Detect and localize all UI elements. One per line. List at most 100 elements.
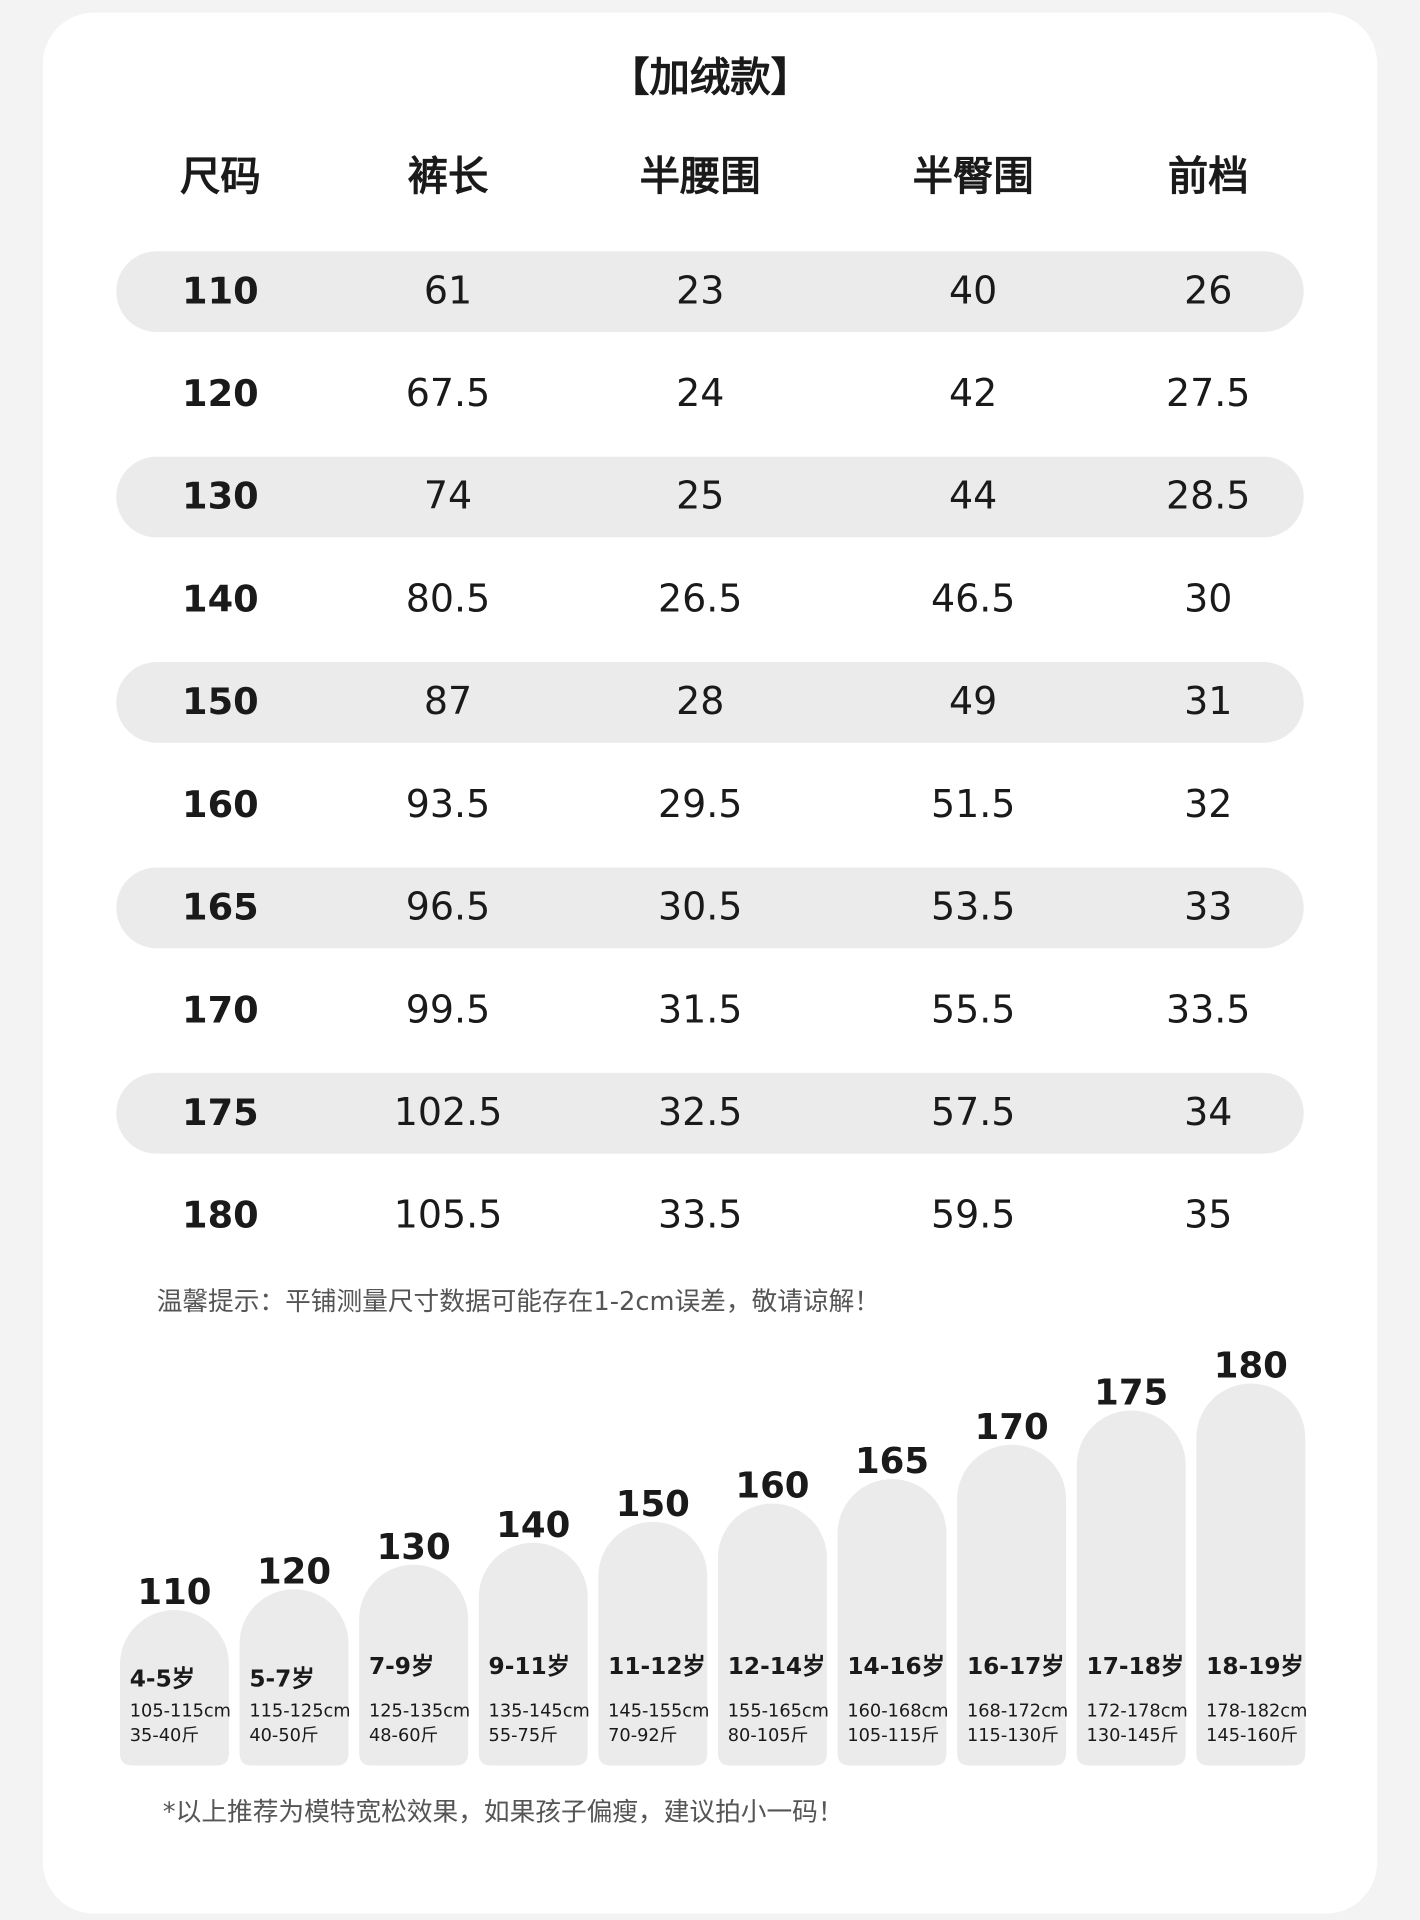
size-cell: 175 bbox=[182, 1091, 259, 1134]
value-cell: 28 bbox=[676, 679, 724, 723]
column-header: 半腰围 bbox=[640, 153, 761, 200]
footer-note: *以上推荐为模特宽松效果，如果孩子偏瘦，建议拍小一码！ bbox=[163, 1798, 844, 1828]
tile-weight: 80-105斤 bbox=[728, 1725, 809, 1746]
value-cell: 28.5 bbox=[1166, 474, 1250, 518]
size-cell: 140 bbox=[182, 577, 259, 620]
value-cell: 30 bbox=[1184, 576, 1232, 620]
tile-age: 17-18岁 bbox=[1087, 1653, 1185, 1680]
column-header: 裤长 bbox=[408, 153, 489, 200]
tile-size: 110 bbox=[137, 1572, 211, 1613]
value-cell: 24 bbox=[676, 371, 724, 415]
tile-weight: 55-75斤 bbox=[489, 1725, 558, 1746]
value-cell: 29.5 bbox=[658, 782, 742, 826]
size-tile bbox=[478, 1542, 588, 1766]
size-tile bbox=[598, 1521, 708, 1766]
value-cell: 87 bbox=[424, 679, 472, 723]
size-tile bbox=[837, 1479, 947, 1766]
row-stripe bbox=[116, 456, 1304, 538]
tile-height: 155-165cm bbox=[728, 1702, 829, 1722]
tile-weight: 115-130斤 bbox=[967, 1725, 1059, 1746]
size-tile bbox=[239, 1589, 349, 1766]
row-stripe bbox=[116, 251, 1304, 333]
value-cell: 55.5 bbox=[931, 987, 1015, 1031]
tile-height: 105-115cm bbox=[130, 1702, 231, 1722]
size-cell: 110 bbox=[182, 269, 259, 312]
tile-age: 4-5岁 bbox=[130, 1665, 195, 1692]
size-tile bbox=[119, 1610, 229, 1766]
tile-age: 18-19岁 bbox=[1206, 1653, 1304, 1680]
size-cell: 130 bbox=[182, 475, 259, 518]
tile-size: 165 bbox=[855, 1441, 929, 1482]
tile-age: 11-12岁 bbox=[608, 1653, 706, 1680]
value-cell: 80.5 bbox=[406, 576, 490, 620]
value-cell: 34 bbox=[1184, 1090, 1232, 1134]
tile-age: 12-14岁 bbox=[728, 1653, 826, 1680]
value-cell: 35 bbox=[1184, 1193, 1232, 1237]
column-header: 半臀围 bbox=[913, 153, 1034, 200]
row-stripe bbox=[116, 867, 1304, 949]
value-cell: 93.5 bbox=[406, 782, 490, 826]
value-cell: 31.5 bbox=[658, 987, 742, 1031]
tile-weight: 105-115斤 bbox=[847, 1725, 939, 1746]
size-tile bbox=[717, 1503, 827, 1766]
value-cell: 102.5 bbox=[394, 1090, 503, 1134]
value-cell: 32.5 bbox=[658, 1090, 742, 1134]
tile-age: 5-7岁 bbox=[249, 1665, 314, 1692]
value-cell: 44 bbox=[949, 474, 997, 518]
row-stripe bbox=[116, 662, 1304, 743]
column-header: 尺码 bbox=[180, 153, 261, 200]
value-cell: 59.5 bbox=[931, 1193, 1015, 1237]
size-tile bbox=[1196, 1383, 1306, 1766]
value-cell: 46.5 bbox=[931, 576, 1015, 620]
value-cell: 61 bbox=[424, 268, 472, 312]
tile-height: 160-168cm bbox=[847, 1702, 948, 1722]
size-cell: 170 bbox=[182, 988, 259, 1031]
tile-height: 115-125cm bbox=[249, 1702, 350, 1722]
value-cell: 25 bbox=[676, 474, 724, 518]
tile-age: 7-9岁 bbox=[369, 1653, 434, 1680]
tile-weight: 130-145斤 bbox=[1087, 1725, 1179, 1746]
value-cell: 99.5 bbox=[406, 987, 490, 1031]
note: 温馨提示：平铺测量尺寸数据可能存在1-2cm误差，敬请谅解！ bbox=[157, 1287, 880, 1317]
value-cell: 33.5 bbox=[1166, 987, 1250, 1031]
tile-size: 150 bbox=[616, 1484, 690, 1525]
value-cell: 51.5 bbox=[931, 782, 1015, 826]
value-cell: 96.5 bbox=[406, 885, 490, 929]
column-header: 前档 bbox=[1168, 153, 1249, 200]
value-cell: 33 bbox=[1184, 885, 1232, 929]
value-cell: 33.5 bbox=[658, 1193, 742, 1237]
tile-age: 14-16岁 bbox=[847, 1653, 945, 1680]
tile-weight: 40-50斤 bbox=[249, 1725, 318, 1746]
size-cell: 160 bbox=[182, 783, 259, 826]
title: 【加绒款】 bbox=[609, 54, 811, 101]
tile-weight: 145-160斤 bbox=[1206, 1725, 1298, 1746]
value-cell: 27.5 bbox=[1166, 371, 1250, 415]
value-cell: 53.5 bbox=[931, 885, 1015, 929]
value-cell: 57.5 bbox=[931, 1090, 1015, 1134]
tile-size: 180 bbox=[1214, 1346, 1288, 1387]
tile-weight: 70-92斤 bbox=[608, 1725, 677, 1746]
tile-size: 120 bbox=[257, 1551, 331, 1592]
tile-size: 175 bbox=[1094, 1373, 1168, 1414]
value-cell: 26.5 bbox=[658, 576, 742, 620]
value-cell: 105.5 bbox=[394, 1193, 503, 1237]
tile-height: 172-178cm bbox=[1087, 1702, 1188, 1722]
tile-height: 178-182cm bbox=[1206, 1702, 1307, 1722]
tile-size: 160 bbox=[735, 1466, 809, 1507]
value-cell: 49 bbox=[949, 679, 997, 723]
tile-age: 9-11岁 bbox=[489, 1653, 570, 1680]
tile-size: 140 bbox=[496, 1505, 570, 1546]
value-cell: 26 bbox=[1184, 268, 1232, 312]
size-tile bbox=[359, 1564, 469, 1766]
value-cell: 40 bbox=[949, 268, 997, 312]
size-cell: 180 bbox=[182, 1194, 259, 1237]
value-cell: 67.5 bbox=[406, 371, 490, 415]
size-tile bbox=[1076, 1410, 1186, 1766]
tile-weight: 48-60斤 bbox=[369, 1725, 438, 1746]
tile-height: 168-172cm bbox=[967, 1702, 1068, 1722]
value-cell: 30.5 bbox=[658, 885, 742, 929]
tile-age: 16-17岁 bbox=[967, 1653, 1065, 1680]
tile-height: 145-155cm bbox=[608, 1702, 709, 1722]
size-cell: 165 bbox=[182, 886, 259, 929]
size-tile bbox=[957, 1444, 1067, 1766]
